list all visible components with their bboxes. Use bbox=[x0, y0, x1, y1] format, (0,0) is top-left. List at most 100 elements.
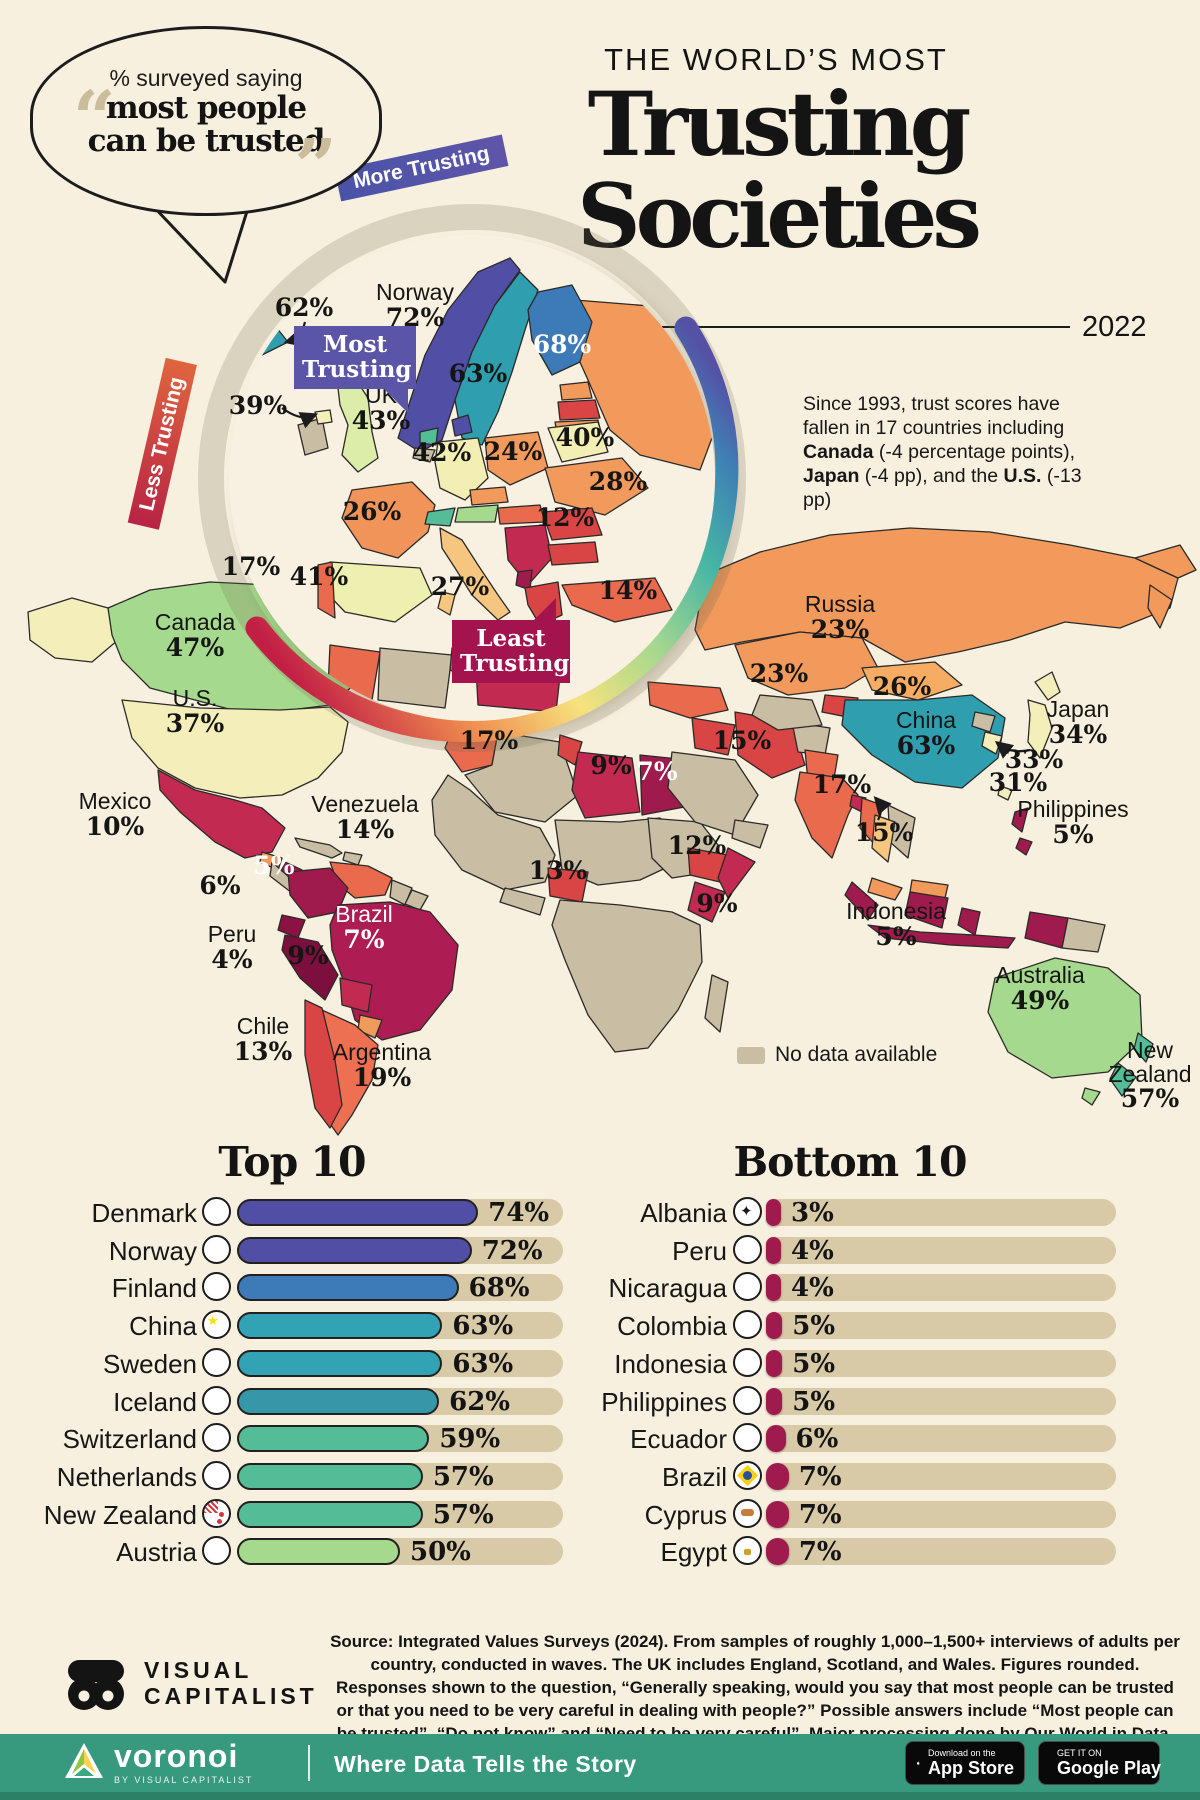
bar-value: 7% bbox=[798, 1499, 842, 1530]
bar bbox=[237, 1312, 443, 1340]
top10-title: Top 10 bbox=[218, 1138, 366, 1186]
speech-bubble: “ % surveyed saying most people can be t… bbox=[30, 26, 382, 216]
flag-austria bbox=[202, 1536, 231, 1566]
bar bbox=[237, 1349, 443, 1377]
country-norway bbox=[397, 257, 521, 453]
country-label: Norway bbox=[108, 1235, 197, 1266]
bar bbox=[766, 1312, 783, 1340]
bar-track bbox=[766, 1500, 1116, 1528]
bar-track bbox=[766, 1387, 1116, 1415]
flag-norway bbox=[202, 1234, 231, 1264]
bar-value: 5% bbox=[792, 1386, 836, 1417]
bar bbox=[766, 1199, 781, 1226]
bar bbox=[766, 1500, 789, 1528]
country-label: Denmark bbox=[91, 1198, 197, 1228]
ranking-row: Iceland 62% bbox=[0, 1385, 1200, 1419]
app-store-line1: Download on the bbox=[927, 1748, 996, 1759]
bar-value: 63% bbox=[452, 1348, 514, 1379]
flag-indonesia bbox=[733, 1347, 762, 1377]
country-indonesia bbox=[844, 881, 879, 921]
country-kenya bbox=[687, 881, 726, 923]
flag-netherlands bbox=[202, 1460, 231, 1490]
ranking-row: Finland 68% bbox=[0, 1271, 1200, 1305]
bubble-prefix: % surveyed saying bbox=[109, 65, 303, 91]
bar-value: 5% bbox=[792, 1348, 836, 1379]
arrow-south-korea bbox=[994, 740, 1031, 759]
no-data-legend: No data available bbox=[737, 1043, 937, 1067]
bubble-line1: most people bbox=[105, 90, 307, 126]
ranking-row: Sweden 63% bbox=[0, 1347, 1200, 1381]
ranking-row: Egypt 7% bbox=[0, 1535, 1200, 1569]
bar bbox=[766, 1349, 783, 1377]
bar-track bbox=[766, 1425, 1116, 1453]
title-rule bbox=[662, 326, 1070, 328]
country-china bbox=[841, 694, 1006, 789]
country-italy bbox=[439, 527, 511, 621]
title-line1: Trusting bbox=[587, 72, 972, 176]
bar-track bbox=[766, 1199, 1116, 1226]
flag-iceland bbox=[202, 1385, 231, 1415]
open-quote-icon: “ bbox=[73, 76, 116, 162]
binoculars-icon bbox=[68, 1660, 124, 1710]
bar-track bbox=[766, 1538, 1116, 1566]
country-portugal bbox=[317, 561, 336, 619]
bottom10-title: Bottom 10 bbox=[733, 1138, 968, 1186]
country-nigeria bbox=[547, 867, 589, 903]
ranking-row: New Zealand 57% bbox=[0, 1498, 1200, 1532]
flag-china bbox=[202, 1310, 231, 1340]
continents bbox=[27, 527, 1197, 1136]
ranking-row: Indonesia 5% bbox=[0, 1347, 1200, 1381]
callout-most-trusting: Most Trusting bbox=[294, 326, 416, 413]
vc-logo-line1: VISUAL bbox=[144, 1656, 253, 1683]
country-germany bbox=[434, 437, 489, 501]
bar-track bbox=[766, 1312, 1116, 1340]
ranking-row: Nicaragua 4% bbox=[0, 1271, 1200, 1305]
country-label: Albania bbox=[640, 1198, 727, 1228]
bar bbox=[766, 1236, 781, 1264]
ranking-row: Netherlands 57% bbox=[0, 1460, 1200, 1494]
country-poland bbox=[484, 431, 549, 486]
arrow-northern-ireland bbox=[281, 407, 319, 429]
country-label: Finland bbox=[111, 1273, 197, 1304]
flag-philippines bbox=[733, 1385, 762, 1415]
arrow-thailand bbox=[873, 795, 892, 821]
country-ecuador bbox=[277, 914, 306, 939]
flag-finland bbox=[202, 1272, 231, 1302]
bar bbox=[237, 1236, 472, 1264]
country-bolivia bbox=[339, 977, 373, 1013]
title-line2: Societies bbox=[577, 164, 982, 268]
ranking-row: Austria 50% bbox=[0, 1535, 1200, 1569]
bar-value: 72% bbox=[481, 1235, 543, 1266]
country-label: Brazil bbox=[661, 1461, 727, 1492]
country-label: Sweden bbox=[103, 1348, 197, 1379]
bar-value: 5% bbox=[792, 1311, 836, 1342]
country-label: Austria bbox=[116, 1537, 197, 1568]
no-data-label: No data available bbox=[775, 1043, 938, 1066]
country-madagascar bbox=[704, 974, 729, 1033]
bar bbox=[766, 1387, 783, 1415]
country-alaska bbox=[27, 597, 119, 663]
country-label: Netherlands bbox=[56, 1461, 197, 1492]
country-taiwan bbox=[997, 785, 1013, 801]
google-play-badge[interactable]: GET IT ON Google Play bbox=[1038, 1741, 1161, 1785]
country-mexico bbox=[157, 769, 286, 859]
country-label: Colombia bbox=[617, 1311, 727, 1342]
country-finland bbox=[527, 284, 593, 376]
callout-least-trusting: Least Trusting bbox=[452, 598, 570, 683]
ranking-row: Norway 72% bbox=[0, 1234, 1200, 1268]
bar-track bbox=[766, 1236, 1116, 1264]
bar-value: 6% bbox=[795, 1424, 839, 1455]
flag-colombia bbox=[733, 1310, 762, 1340]
google-play-line1: GET IT ON bbox=[1057, 1748, 1102, 1759]
app-store-badge[interactable]: Download on the App Store bbox=[905, 1741, 1025, 1785]
country-france bbox=[341, 481, 436, 559]
flag-switzerland bbox=[202, 1423, 231, 1453]
app-store-line2: App Store bbox=[927, 1757, 1014, 1778]
country-label: New Zealand bbox=[43, 1499, 197, 1530]
flag-sweden bbox=[202, 1347, 231, 1377]
no-data-swatch bbox=[737, 1046, 765, 1064]
flag-new-zealand bbox=[202, 1498, 231, 1528]
bar-value: 4% bbox=[791, 1235, 834, 1266]
ranking-row: Philippines 5% bbox=[0, 1385, 1200, 1419]
